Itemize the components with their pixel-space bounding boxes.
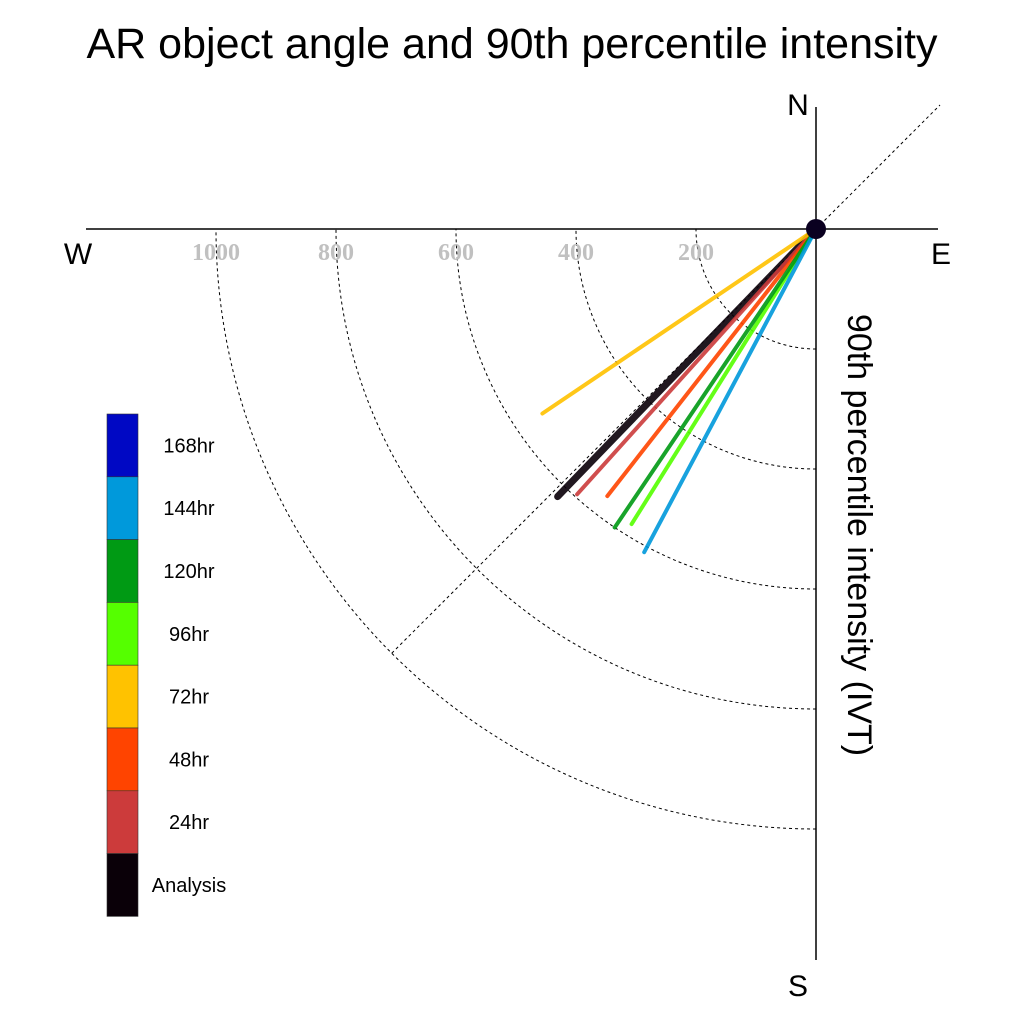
vector-72hr [540, 227, 818, 416]
legend-swatch-analysis [106, 853, 139, 917]
chart-title: AR object angle and 90th percentile inte… [87, 20, 938, 68]
vector-24hr [575, 227, 818, 497]
south-label: S [788, 970, 808, 1003]
compass-axes [86, 107, 938, 960]
radial-tick-labels: 200 400 600 800 1000 [192, 240, 714, 266]
vector-144hr [642, 227, 818, 555]
legend-label-24hr: 24hr [169, 812, 209, 834]
vector-48hr [605, 227, 818, 499]
grid-arcs [215, 104, 941, 830]
legend-swatch-96hr [106, 602, 139, 666]
tick-label-1000: 1000 [192, 240, 240, 266]
vector-96hr [629, 227, 818, 527]
tick-label-200: 200 [678, 240, 714, 266]
legend-swatch-120hr [106, 539, 139, 603]
legend-label-analysis: Analysis [152, 875, 226, 897]
legend-label-144hr: 144hr [163, 498, 214, 520]
vector-120hr [612, 227, 818, 530]
west-label: W [64, 238, 93, 271]
north-label: N [787, 89, 809, 122]
vector-series [540, 225, 820, 555]
legend-swatch-48hr [106, 727, 139, 792]
legend-label-96hr: 96hr [169, 624, 209, 646]
tick-label-600: 600 [438, 240, 474, 266]
grid-arc-200 [695, 228, 817, 350]
vector-analysis [554, 225, 820, 501]
legend-label-48hr: 48hr [169, 749, 209, 771]
legend-swatch-72hr [106, 664, 139, 729]
legend-swatch-24hr [106, 790, 139, 854]
legend-swatch-168hr [106, 413, 139, 478]
origin-marker [806, 219, 826, 239]
y-axis-label: 90th percentile intensity (IVT) [840, 314, 878, 756]
east-label: E [931, 238, 951, 271]
legend: 168hr 144hr 120hr 96hr 72hr 48hr 24hr Analysis [106, 413, 226, 917]
legend-label-120hr: 120hr [163, 561, 214, 583]
legend-label-72hr: 72hr [169, 687, 209, 709]
legend-swatch-144hr [106, 476, 139, 540]
tick-label-400: 400 [558, 240, 594, 266]
grid-arc-1000 [215, 228, 817, 830]
tick-label-800: 800 [318, 240, 354, 266]
legend-label-168hr: 168hr [163, 435, 214, 457]
